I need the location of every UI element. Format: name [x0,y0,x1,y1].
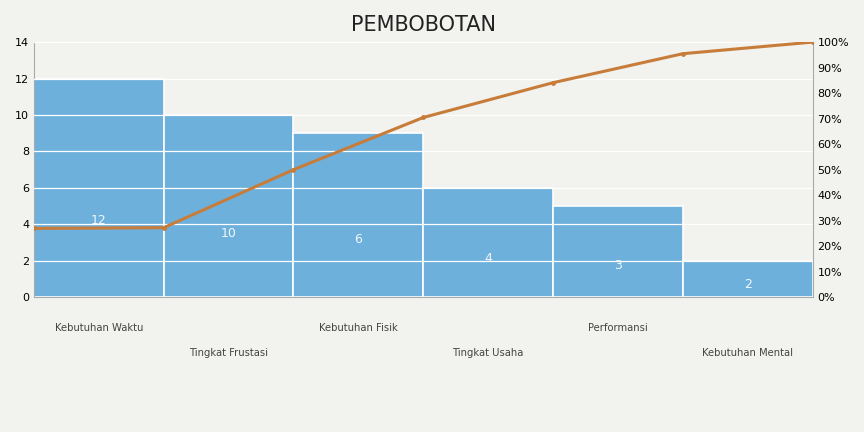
Text: 6: 6 [354,233,362,246]
Bar [423,188,553,297]
Text: Tingkat Frustasi: Tingkat Frustasi [189,348,268,358]
Bar [683,261,812,297]
Bar [553,206,683,297]
Text: 3: 3 [614,259,622,272]
Text: Kebutuhan Mental: Kebutuhan Mental [702,348,793,358]
Bar [164,115,294,297]
Text: Kebutuhan Fisik: Kebutuhan Fisik [319,323,397,333]
Title: PEMBOBOTAN: PEMBOBOTAN [351,15,496,35]
Text: 12: 12 [91,214,107,227]
Text: 2: 2 [744,278,752,291]
Text: Kebutuhan Waktu: Kebutuhan Waktu [54,323,143,333]
Bar [294,133,423,297]
Bar [34,79,164,297]
Text: Tingkat Usaha: Tingkat Usaha [453,348,524,358]
Text: 4: 4 [484,252,492,266]
Text: 10: 10 [220,227,237,240]
Text: Performansi: Performansi [588,323,648,333]
